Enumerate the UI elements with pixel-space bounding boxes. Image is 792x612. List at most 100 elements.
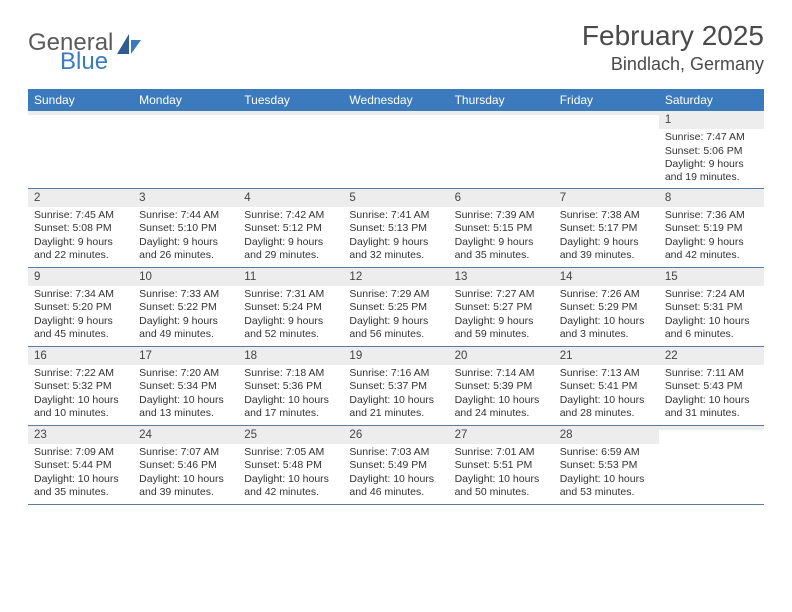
- day-body: Sunrise: 7:09 AMSunset: 5:44 PMDaylight:…: [28, 444, 133, 503]
- day-number: 15: [659, 268, 764, 286]
- sunrise-text: Sunrise: 7:41 AM: [349, 209, 442, 222]
- day-header: Tuesday: [238, 89, 343, 111]
- day-number: 25: [238, 426, 343, 444]
- sunset-text: Sunset: 5:48 PM: [244, 459, 337, 472]
- sunrise-text: Sunrise: 7:07 AM: [139, 446, 232, 459]
- month-title: February 2025: [582, 20, 764, 52]
- sunrise-text: Sunrise: 7:29 AM: [349, 288, 442, 301]
- daylight-text: Daylight: 10 hours and 35 minutes.: [34, 473, 127, 499]
- day-cell: 20Sunrise: 7:14 AMSunset: 5:39 PMDayligh…: [449, 347, 554, 425]
- day-number: 22: [659, 347, 764, 365]
- sunrise-text: Sunrise: 7:44 AM: [139, 209, 232, 222]
- day-body: Sunrise: 7:03 AMSunset: 5:49 PMDaylight:…: [343, 444, 448, 503]
- day-header-row: Sunday Monday Tuesday Wednesday Thursday…: [28, 89, 764, 111]
- sunset-text: Sunset: 5:46 PM: [139, 459, 232, 472]
- sunrise-text: Sunrise: 7:05 AM: [244, 446, 337, 459]
- day-cell: 26Sunrise: 7:03 AMSunset: 5:49 PMDayligh…: [343, 426, 448, 504]
- daylight-text: Daylight: 9 hours and 26 minutes.: [139, 236, 232, 262]
- day-body: Sunrise: 7:41 AMSunset: 5:13 PMDaylight:…: [343, 207, 448, 266]
- day-body: [238, 115, 343, 121]
- week-row: 23Sunrise: 7:09 AMSunset: 5:44 PMDayligh…: [28, 426, 764, 505]
- week-row: 16Sunrise: 7:22 AMSunset: 5:32 PMDayligh…: [28, 347, 764, 426]
- sunset-text: Sunset: 5:19 PM: [665, 222, 758, 235]
- sunset-text: Sunset: 5:12 PM: [244, 222, 337, 235]
- day-cell: 24Sunrise: 7:07 AMSunset: 5:46 PMDayligh…: [133, 426, 238, 504]
- week-row: 2Sunrise: 7:45 AMSunset: 5:08 PMDaylight…: [28, 189, 764, 268]
- day-number: 8: [659, 189, 764, 207]
- day-cell: 16Sunrise: 7:22 AMSunset: 5:32 PMDayligh…: [28, 347, 133, 425]
- sail-icon: [117, 34, 143, 56]
- sunset-text: Sunset: 5:44 PM: [34, 459, 127, 472]
- day-number: 5: [343, 189, 448, 207]
- sunset-text: Sunset: 5:53 PM: [560, 459, 653, 472]
- day-body: Sunrise: 7:16 AMSunset: 5:37 PMDaylight:…: [343, 365, 448, 424]
- day-body: Sunrise: 7:39 AMSunset: 5:15 PMDaylight:…: [449, 207, 554, 266]
- sunrise-text: Sunrise: 7:38 AM: [560, 209, 653, 222]
- day-number: 27: [449, 426, 554, 444]
- sunrise-text: Sunrise: 7:14 AM: [455, 367, 548, 380]
- daylight-text: Daylight: 9 hours and 32 minutes.: [349, 236, 442, 262]
- daylight-text: Daylight: 10 hours and 50 minutes.: [455, 473, 548, 499]
- sunrise-text: Sunrise: 7:22 AM: [34, 367, 127, 380]
- day-header: Friday: [554, 89, 659, 111]
- sunrise-text: Sunrise: 7:20 AM: [139, 367, 232, 380]
- sunrise-text: Sunrise: 7:33 AM: [139, 288, 232, 301]
- day-number: 18: [238, 347, 343, 365]
- sunrise-text: Sunrise: 7:03 AM: [349, 446, 442, 459]
- day-cell: 27Sunrise: 7:01 AMSunset: 5:51 PMDayligh…: [449, 426, 554, 504]
- daylight-text: Daylight: 10 hours and 13 minutes.: [139, 394, 232, 420]
- daylight-text: Daylight: 9 hours and 19 minutes.: [665, 158, 758, 184]
- day-body: Sunrise: 7:05 AMSunset: 5:48 PMDaylight:…: [238, 444, 343, 503]
- sunset-text: Sunset: 5:17 PM: [560, 222, 653, 235]
- sunrise-text: Sunrise: 7:36 AM: [665, 209, 758, 222]
- brand-logo: General Blue: [28, 20, 143, 74]
- header: General Blue February 2025 Bindlach, Ger…: [28, 20, 764, 75]
- day-cell: [28, 111, 133, 188]
- day-cell: 18Sunrise: 7:18 AMSunset: 5:36 PMDayligh…: [238, 347, 343, 425]
- day-number: 6: [449, 189, 554, 207]
- sunrise-text: Sunrise: 7:16 AM: [349, 367, 442, 380]
- day-cell: 15Sunrise: 7:24 AMSunset: 5:31 PMDayligh…: [659, 268, 764, 346]
- day-cell: 7Sunrise: 7:38 AMSunset: 5:17 PMDaylight…: [554, 189, 659, 267]
- day-number: 3: [133, 189, 238, 207]
- day-number: 24: [133, 426, 238, 444]
- day-cell: 1Sunrise: 7:47 AMSunset: 5:06 PMDaylight…: [659, 111, 764, 188]
- week-row: 9Sunrise: 7:34 AMSunset: 5:20 PMDaylight…: [28, 268, 764, 347]
- day-header: Saturday: [659, 89, 764, 111]
- day-cell: 6Sunrise: 7:39 AMSunset: 5:15 PMDaylight…: [449, 189, 554, 267]
- day-header: Thursday: [449, 89, 554, 111]
- sunset-text: Sunset: 5:31 PM: [665, 301, 758, 314]
- sunset-text: Sunset: 5:41 PM: [560, 380, 653, 393]
- daylight-text: Daylight: 9 hours and 52 minutes.: [244, 315, 337, 341]
- day-body: [554, 115, 659, 121]
- day-body: Sunrise: 7:29 AMSunset: 5:25 PMDaylight:…: [343, 286, 448, 345]
- daylight-text: Daylight: 9 hours and 45 minutes.: [34, 315, 127, 341]
- title-block: February 2025 Bindlach, Germany: [582, 20, 764, 75]
- day-cell: 10Sunrise: 7:33 AMSunset: 5:22 PMDayligh…: [133, 268, 238, 346]
- day-number: 2: [28, 189, 133, 207]
- sunset-text: Sunset: 5:25 PM: [349, 301, 442, 314]
- daylight-text: Daylight: 10 hours and 28 minutes.: [560, 394, 653, 420]
- sunset-text: Sunset: 5:10 PM: [139, 222, 232, 235]
- sunrise-text: Sunrise: 7:34 AM: [34, 288, 127, 301]
- sunset-text: Sunset: 5:29 PM: [560, 301, 653, 314]
- sunrise-text: Sunrise: 7:09 AM: [34, 446, 127, 459]
- day-cell: 2Sunrise: 7:45 AMSunset: 5:08 PMDaylight…: [28, 189, 133, 267]
- day-body: [28, 115, 133, 121]
- daylight-text: Daylight: 10 hours and 39 minutes.: [139, 473, 232, 499]
- day-body: [133, 115, 238, 121]
- daylight-text: Daylight: 10 hours and 24 minutes.: [455, 394, 548, 420]
- day-number: 14: [554, 268, 659, 286]
- day-cell: 11Sunrise: 7:31 AMSunset: 5:24 PMDayligh…: [238, 268, 343, 346]
- sunrise-text: Sunrise: 7:18 AM: [244, 367, 337, 380]
- day-body: Sunrise: 7:07 AMSunset: 5:46 PMDaylight:…: [133, 444, 238, 503]
- sunset-text: Sunset: 5:32 PM: [34, 380, 127, 393]
- sunset-text: Sunset: 5:51 PM: [455, 459, 548, 472]
- sunset-text: Sunset: 5:08 PM: [34, 222, 127, 235]
- daylight-text: Daylight: 9 hours and 22 minutes.: [34, 236, 127, 262]
- daylight-text: Daylight: 10 hours and 3 minutes.: [560, 315, 653, 341]
- sunrise-text: Sunrise: 7:27 AM: [455, 288, 548, 301]
- day-cell: 21Sunrise: 7:13 AMSunset: 5:41 PMDayligh…: [554, 347, 659, 425]
- sunset-text: Sunset: 5:27 PM: [455, 301, 548, 314]
- day-body: Sunrise: 7:34 AMSunset: 5:20 PMDaylight:…: [28, 286, 133, 345]
